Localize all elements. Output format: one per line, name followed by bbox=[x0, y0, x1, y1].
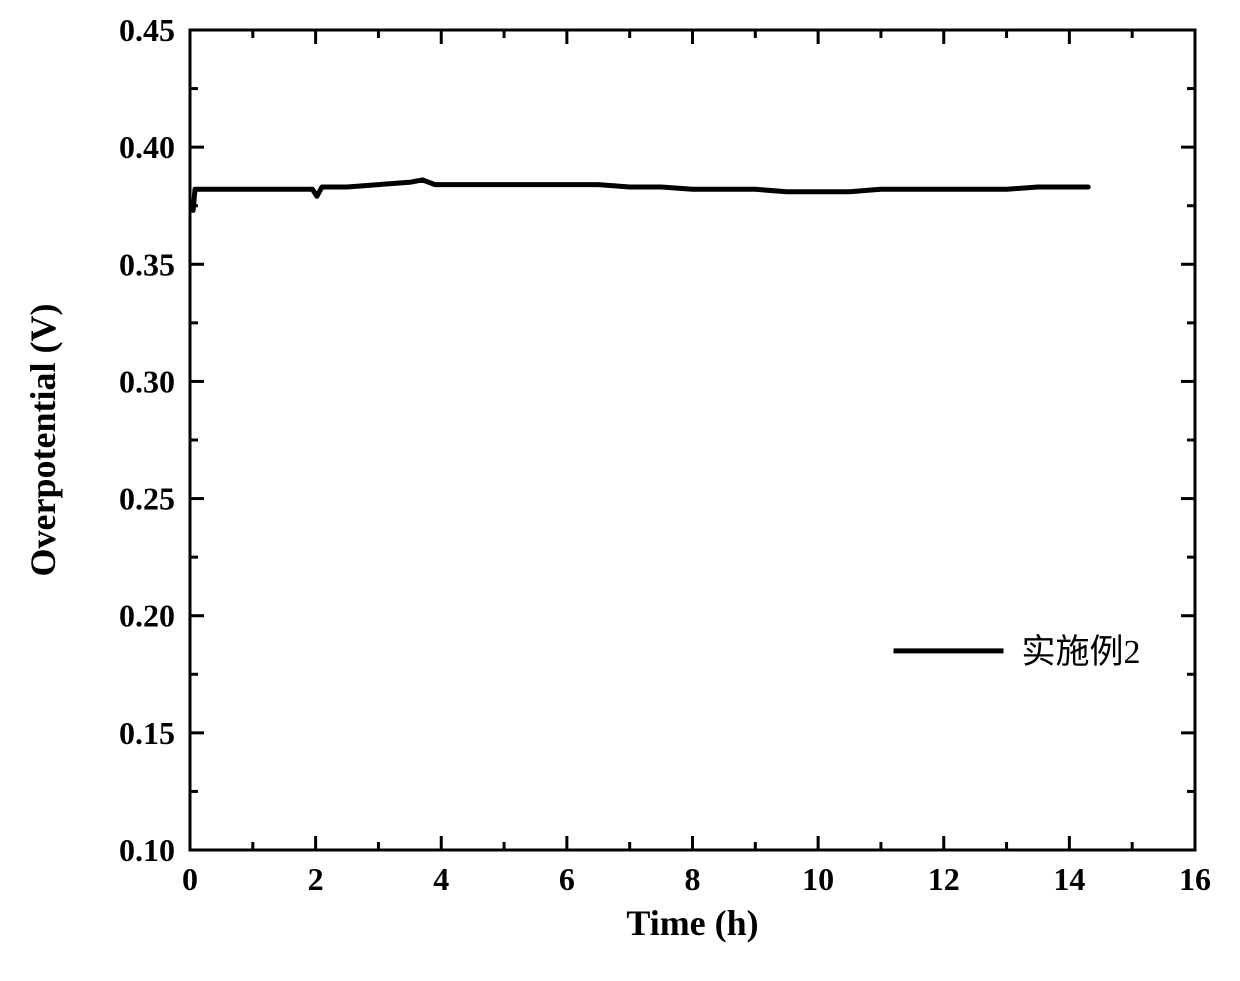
line-chart: 0 2 4 6 8 10 12 14 16 0.10 0.15 0.20 0.25 0.30 0.35 0.4… bbox=[0, 0, 1240, 981]
y-tick-label: 0.35 bbox=[119, 246, 175, 282]
x-tick-label: 8 bbox=[685, 861, 701, 897]
y-tick-label: 0.20 bbox=[119, 598, 175, 634]
plot-border bbox=[190, 30, 1195, 850]
x-tick-label: 4 bbox=[433, 861, 449, 897]
y-tick-label: 0.30 bbox=[119, 363, 175, 399]
x-tick-label: 16 bbox=[1179, 861, 1211, 897]
x-tick-label: 10 bbox=[802, 861, 834, 897]
legend-label: 实施例2 bbox=[1022, 633, 1141, 671]
x-tick-label: 14 bbox=[1053, 861, 1085, 897]
y-tick-label: 0.10 bbox=[119, 832, 175, 868]
chart-container: 0 2 4 6 8 10 12 14 16 0.10 0.15 0.20 0.25 0.30 0.35 0.4… bbox=[0, 0, 1240, 981]
y-axis-title: Overpotential (V) bbox=[23, 304, 63, 577]
data-series bbox=[193, 180, 1088, 211]
x-axis-title: Time (h) bbox=[626, 903, 758, 943]
y-tick-label: 0.25 bbox=[119, 481, 175, 517]
y-tick-label: 0.45 bbox=[119, 12, 175, 48]
x-tick-label: 12 bbox=[928, 861, 960, 897]
x-tick-label: 2 bbox=[308, 861, 324, 897]
x-tick-label: 6 bbox=[559, 861, 575, 897]
y-tick-label: 0.40 bbox=[119, 129, 175, 165]
x-tick-label: 0 bbox=[182, 861, 198, 897]
y-tick-label: 0.15 bbox=[119, 715, 175, 751]
